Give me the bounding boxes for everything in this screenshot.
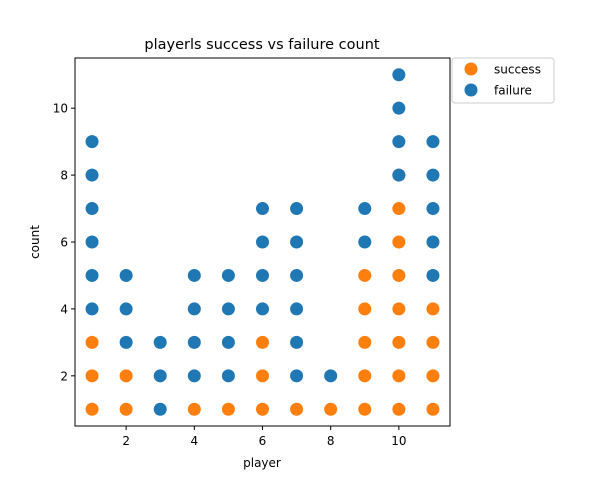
x-tick-label: 8 <box>327 434 335 448</box>
point-success-4-1 <box>187 402 201 416</box>
point-success-10-1 <box>392 402 406 416</box>
point-failure-4-4 <box>187 302 201 316</box>
legend-frame <box>451 57 555 104</box>
legend-label-failure: failure <box>494 84 532 98</box>
point-failure-3-2 <box>153 369 167 383</box>
point-success-10-4 <box>392 302 406 316</box>
point-failure-10-9 <box>392 135 406 149</box>
point-success-5-1 <box>221 402 235 416</box>
legend: success failure <box>451 57 555 104</box>
point-failure-9-6 <box>358 235 372 249</box>
point-failure-1-5 <box>85 268 99 282</box>
point-success-9-5 <box>358 268 372 282</box>
point-success-1-2 <box>85 369 99 383</box>
point-failure-5-5 <box>221 268 235 282</box>
legend-marker-failure <box>464 83 478 97</box>
point-failure-11-5 <box>426 268 440 282</box>
point-failure-7-5 <box>290 268 304 282</box>
point-failure-8-2 <box>324 369 338 383</box>
point-success-6-2 <box>256 369 269 383</box>
x-axis: 2 4 6 8 10 <box>122 426 407 448</box>
point-success-2-1 <box>119 402 133 416</box>
y-tick-label: 6 <box>60 236 68 250</box>
point-failure-3-1 <box>153 402 167 416</box>
point-success-1-1 <box>85 402 99 416</box>
x-tick-label: 2 <box>122 434 130 448</box>
point-success-10-6 <box>392 235 406 249</box>
point-success-6-1 <box>256 402 269 416</box>
point-failure-7-4 <box>290 302 304 316</box>
point-success-11-2 <box>426 369 440 383</box>
point-failure-1-4 <box>85 302 99 316</box>
point-failure-11-8 <box>426 168 440 182</box>
point-failure-4-5 <box>187 268 201 282</box>
plot-area <box>85 68 440 416</box>
point-failure-5-3 <box>221 335 235 349</box>
point-failure-6-5 <box>256 268 269 282</box>
point-success-10-7 <box>392 202 406 216</box>
point-success-9-2 <box>358 369 372 383</box>
point-success-6-3 <box>256 335 269 349</box>
point-failure-7-6 <box>290 235 304 249</box>
point-failure-11-6 <box>426 235 440 249</box>
point-failure-2-4 <box>119 302 133 316</box>
y-axis-label: count <box>28 225 42 259</box>
point-failure-6-4 <box>256 302 269 316</box>
y-axis: 2 4 6 8 10 <box>53 102 75 383</box>
point-failure-11-7 <box>426 202 440 216</box>
point-success-9-1 <box>358 402 372 416</box>
point-success-10-3 <box>392 335 406 349</box>
point-success-7-1 <box>290 402 304 416</box>
point-failure-1-9 <box>85 135 99 149</box>
point-success-8-1 <box>324 402 338 416</box>
point-failure-1-6 <box>85 235 99 249</box>
legend-marker-success <box>464 62 478 76</box>
x-tick-label: 6 <box>259 434 267 448</box>
point-success-10-5 <box>392 268 406 282</box>
point-success-11-1 <box>426 402 440 416</box>
point-failure-7-3 <box>290 335 304 349</box>
y-tick-label: 4 <box>60 302 68 316</box>
x-tick-label: 4 <box>190 434 198 448</box>
y-tick-label: 8 <box>60 169 68 183</box>
point-failure-1-7 <box>85 202 99 216</box>
point-success-11-3 <box>426 335 440 349</box>
x-axis-label: player <box>243 456 281 470</box>
legend-label-success: success <box>494 63 541 77</box>
point-success-9-4 <box>358 302 372 316</box>
point-success-9-3 <box>358 335 372 349</box>
point-failure-2-3 <box>119 335 133 349</box>
point-failure-7-7 <box>290 202 304 216</box>
point-failure-11-9 <box>426 135 440 149</box>
point-failure-1-8 <box>85 168 99 182</box>
point-failure-4-3 <box>187 335 201 349</box>
point-success-1-3 <box>85 335 99 349</box>
x-tick-label: 10 <box>391 434 406 448</box>
point-failure-9-7 <box>358 202 372 216</box>
point-failure-6-6 <box>256 235 269 249</box>
point-success-10-2 <box>392 369 406 383</box>
point-failure-6-7 <box>256 202 269 216</box>
point-failure-4-2 <box>187 369 201 383</box>
point-success-11-4 <box>426 302 440 316</box>
point-failure-5-4 <box>221 302 235 316</box>
point-failure-3-3 <box>153 335 167 349</box>
point-failure-5-2 <box>221 369 235 383</box>
point-failure-2-5 <box>119 268 133 282</box>
point-failure-7-2 <box>290 369 304 383</box>
chart-title: playerls success vs failure count <box>144 37 379 53</box>
point-success-2-2 <box>119 369 133 383</box>
point-failure-10-8 <box>392 168 406 182</box>
point-failure-10-10 <box>392 101 406 115</box>
point-failure-10-11 <box>392 68 406 82</box>
y-tick-label: 10 <box>53 102 68 116</box>
y-tick-label: 2 <box>60 369 68 383</box>
